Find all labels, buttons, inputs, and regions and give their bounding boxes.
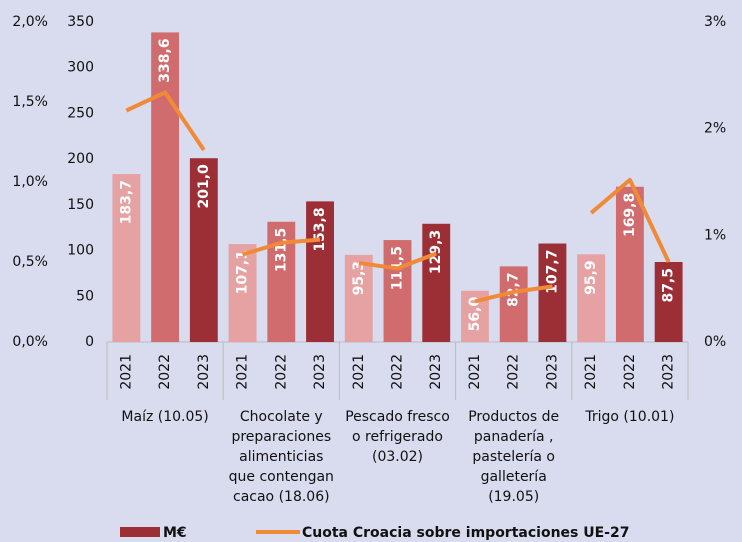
bar [306, 201, 334, 342]
y2-tick-label: 2% [704, 121, 726, 137]
legend-swatch [120, 527, 160, 537]
value-label: 131,5 [273, 228, 289, 272]
year-label: 2023 [544, 354, 560, 390]
share-line [125, 90, 206, 152]
y-tick-label: 100 [67, 243, 94, 259]
value-label: 201,0 [196, 164, 212, 209]
y-tick-label: 200 [67, 151, 94, 167]
bar [577, 254, 606, 342]
year-label: 2021 [467, 354, 483, 390]
value-label: 87,5 [661, 268, 677, 303]
year-label: 2021 [583, 354, 599, 390]
value-label: 95,3 [351, 261, 367, 296]
category-label: alimenticias [239, 449, 323, 465]
legend-label: M€ [163, 525, 187, 541]
y-tick-label: 0 [85, 334, 94, 350]
bar [422, 223, 451, 342]
category-label: (19.05) [488, 489, 539, 505]
year-label: 2023 [661, 354, 677, 390]
value-label: 153,8 [312, 207, 328, 251]
bar [499, 266, 528, 342]
category-label: pastelería o [472, 449, 555, 465]
year-label: 2021 [235, 354, 251, 390]
year-label: 2022 [273, 354, 289, 390]
year-label: 2022 [622, 354, 638, 390]
share-line [241, 237, 321, 257]
y3-tick-label: 0,0% [12, 334, 48, 350]
value-label: 338,6 [157, 38, 173, 82]
value-label: 107,1 [235, 250, 251, 294]
share-line [358, 251, 437, 271]
bar [344, 254, 373, 342]
y2-tick-label: 3% [704, 14, 726, 30]
category-label: panadería , [474, 429, 554, 445]
value-label: 82,7 [506, 272, 522, 307]
year-label: 2023 [312, 354, 328, 390]
value-label: 169,8 [622, 193, 638, 237]
y-tick-label: 350 [67, 14, 94, 30]
y-tick-label: 150 [67, 197, 94, 213]
category-label: Maíz (10.05) [121, 409, 208, 425]
category-label: Productos de [468, 409, 559, 425]
year-label: 2023 [196, 354, 212, 390]
bar [112, 174, 141, 342]
y3-tick-label: 1,5% [12, 94, 48, 110]
y3-tick-label: 0,5% [12, 254, 48, 270]
category-label: Trigo (10.01) [584, 409, 674, 425]
y-tick-label: 50 [76, 288, 94, 304]
value-label: 107,7 [544, 250, 560, 294]
value-label: 56,0 [467, 297, 483, 332]
bar [615, 186, 644, 342]
value-label: 129,3 [428, 230, 444, 274]
category-label: o refrigerado [352, 429, 443, 445]
category-label: Chocolate y [240, 409, 323, 425]
category-label: galletería [481, 469, 547, 485]
bar [228, 244, 257, 342]
bar [538, 243, 567, 342]
bar [189, 158, 218, 342]
bar [383, 240, 412, 342]
y2-tick-label: 1% [704, 227, 726, 243]
share-line [589, 177, 671, 263]
year-label: 2023 [428, 354, 444, 390]
category-label: Pescado fresco [345, 409, 450, 425]
y3-tick-label: 1,0% [12, 174, 48, 190]
year-label: 2022 [506, 354, 522, 390]
category-label: (03.02) [372, 449, 423, 465]
category-label: cacao (18.06) [233, 489, 330, 505]
y3-tick-label: 2,0% [12, 14, 48, 30]
bar [654, 262, 683, 342]
legend-label: Cuota Croacia sobre importaciones UE-27 [302, 525, 629, 541]
share-line [474, 284, 553, 304]
category-label: preparaciones [231, 429, 331, 445]
year-label: 2021 [351, 354, 367, 390]
year-label: 2021 [118, 354, 134, 390]
y-tick-label: 250 [67, 105, 94, 121]
year-label: 2022 [390, 354, 406, 390]
y-tick-label: 300 [67, 60, 94, 76]
value-label: 183,7 [118, 180, 134, 224]
category-label: que contengan [229, 469, 334, 485]
value-label: 95,9 [583, 260, 599, 295]
bar [151, 32, 180, 343]
year-label: 2022 [157, 354, 173, 390]
y2-tick-label: 0% [704, 334, 726, 350]
